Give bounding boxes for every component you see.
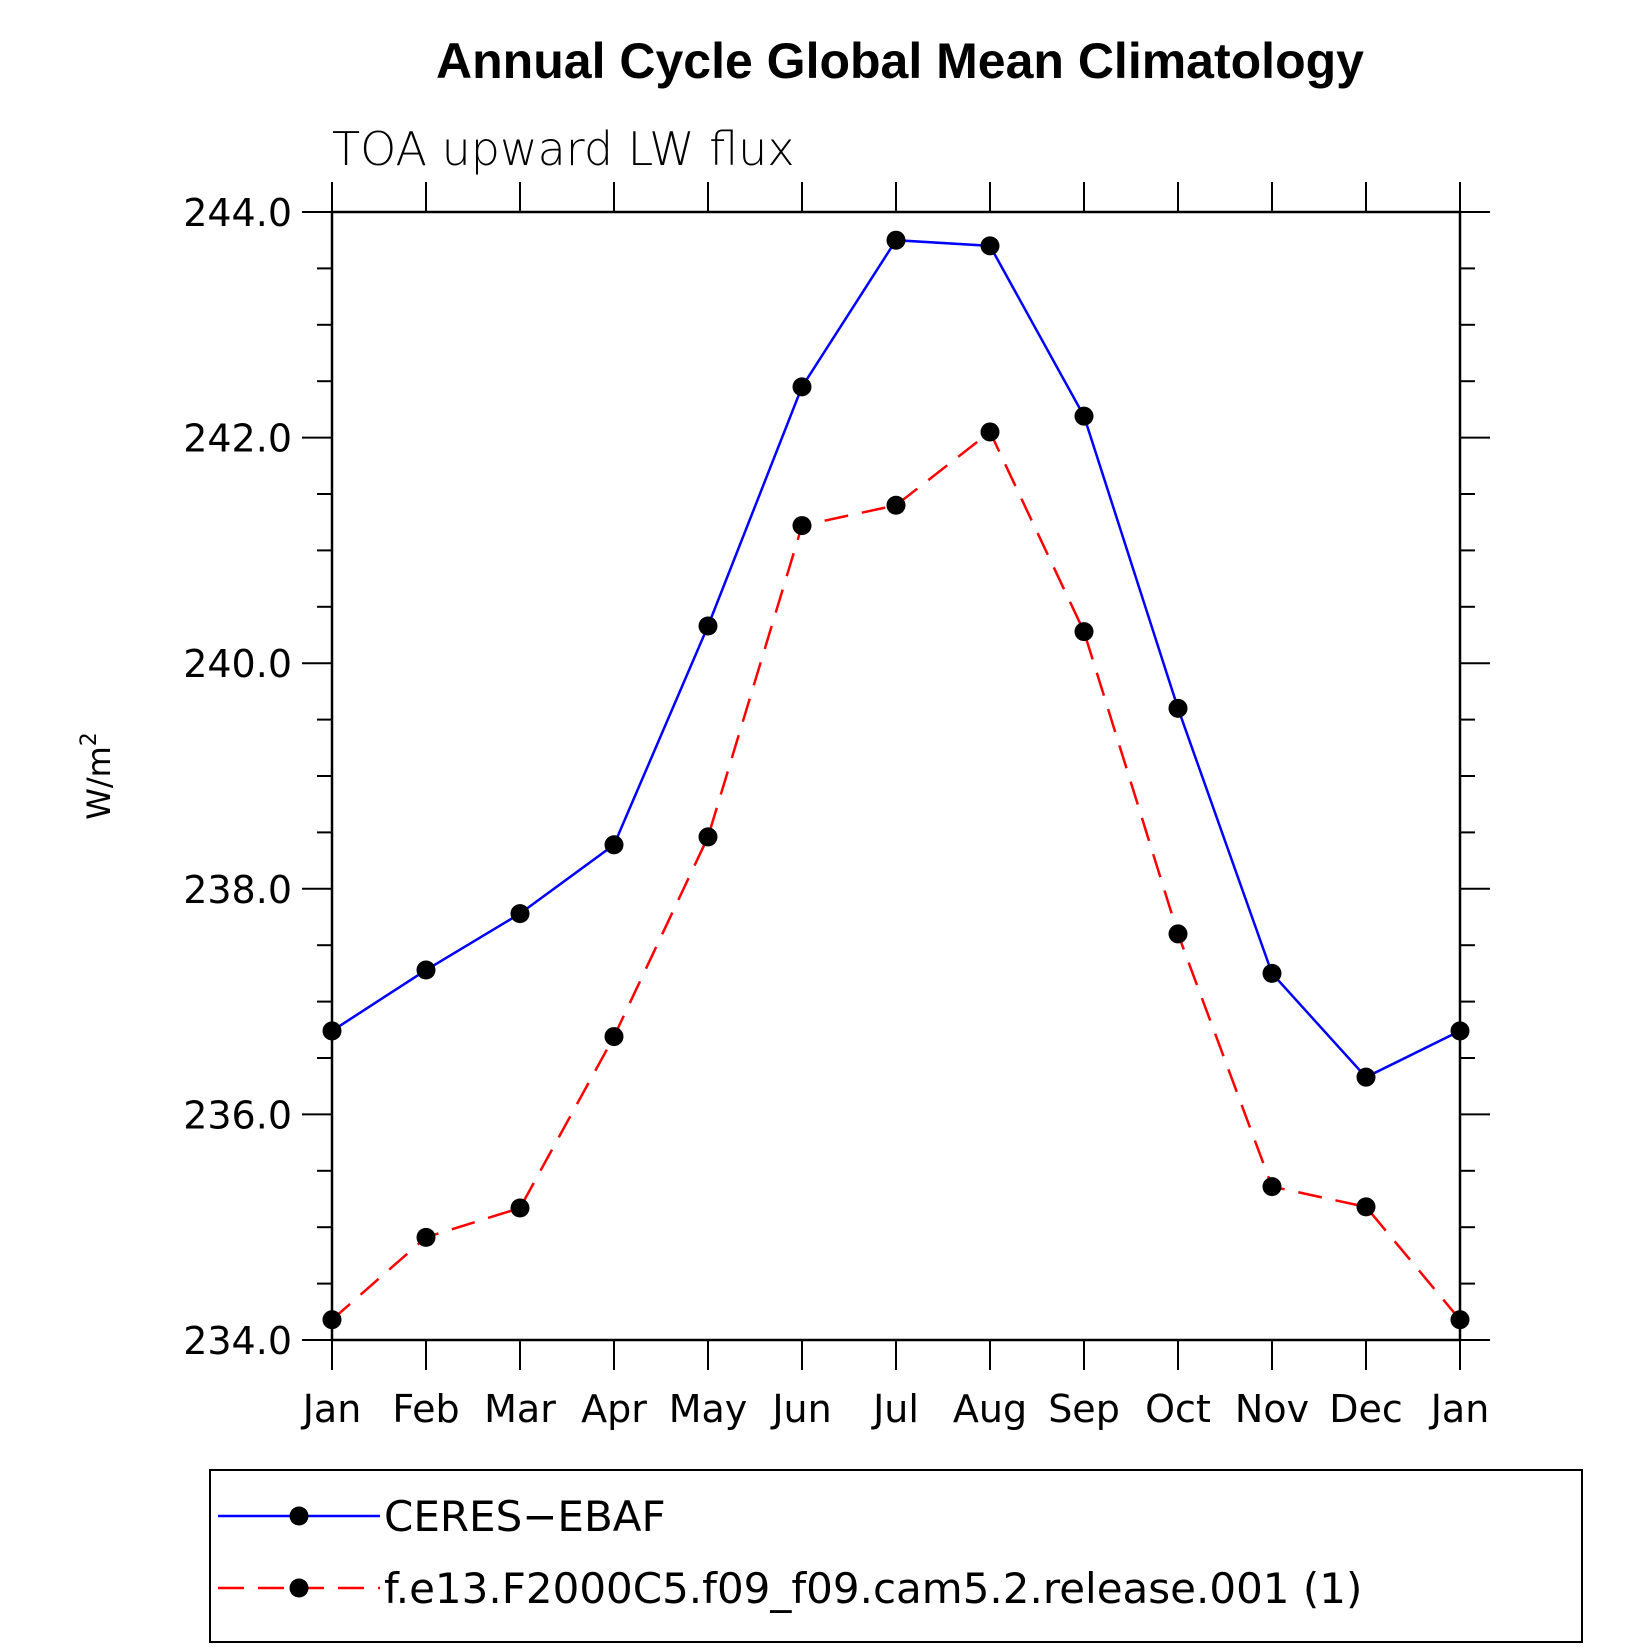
x-tick-label: Dec [1329, 1387, 1403, 1431]
series-line-1 [331, 238, 1461, 1079]
data-point [322, 1021, 342, 1041]
data-point [1168, 924, 1188, 944]
legend-label: CERES−EBAF [384, 1492, 666, 1541]
y-axis-label: W/m2 [77, 732, 118, 820]
data-point [510, 904, 530, 924]
x-tick-labels: Jan Feb Mar Apr May Jun Jul Aug Sep Oct Nov Dec Jan [301, 1387, 1490, 1431]
data-point [698, 827, 718, 847]
data-point [510, 1198, 530, 1218]
x-tick-label: Aug [953, 1387, 1027, 1431]
data-point [604, 835, 624, 855]
x-tick-label: Jul [871, 1387, 919, 1431]
data-point [322, 1310, 342, 1330]
x-tick-label: Apr [581, 1387, 647, 1431]
data-point [416, 1227, 436, 1247]
plot-frame [330, 210, 1462, 1342]
y-axis-label-text: W/m [80, 746, 118, 820]
data-point [416, 960, 436, 980]
data-point [1074, 406, 1094, 426]
y-tick-label: 238.0 [183, 868, 292, 912]
x-tick-label: Jan [301, 1387, 362, 1431]
y-tick-label: 234.0 [183, 1319, 292, 1363]
data-point [1074, 622, 1094, 642]
data-point [1450, 1310, 1470, 1330]
data-point [980, 236, 1000, 256]
x-tick-label: Sep [1048, 1387, 1120, 1431]
x-tick-label: Feb [392, 1387, 459, 1431]
data-point [604, 1027, 624, 1047]
x-tick-label: Jan [1429, 1387, 1490, 1431]
data-point [980, 422, 1000, 442]
chart-title: Annual Cycle Global Mean Climatology [436, 33, 1364, 89]
plot-area: 234.0 236.0 238.0 240.0 242.0 244.0 Jan Feb Mar… [183, 182, 1490, 1431]
legend: CERES−EBAF f.e13.F2000C5.f09_f09.cam5.2.r… [209, 1469, 1583, 1643]
data-point [1356, 1067, 1376, 1087]
data-point [792, 516, 812, 536]
legend-entries: CERES−EBAF f.e13.F2000C5.f09_f09.cam5.2.r… [218, 1492, 1362, 1613]
y-tick-label: 244.0 [183, 191, 292, 235]
chart-subtitle: TOA upward LW flux [332, 122, 795, 176]
x-tick-label: Jun [770, 1387, 831, 1431]
y-tick-label: 236.0 [183, 1093, 292, 1137]
data-point [1168, 698, 1188, 718]
x-tick-label: Oct [1145, 1387, 1211, 1431]
series-lines [331, 238, 1461, 1321]
data-point [1450, 1021, 1470, 1041]
legend-marker [289, 1578, 309, 1598]
legend-marker [289, 1506, 309, 1526]
y-tick-label: 242.0 [183, 417, 292, 461]
x-tick-label: May [669, 1387, 748, 1431]
legend-label: f.e13.F2000C5.f09_f09.cam5.2.release.001… [384, 1564, 1362, 1613]
x-tick-label: Nov [1235, 1387, 1309, 1431]
data-point [886, 230, 906, 250]
data-point [1356, 1197, 1376, 1217]
axis-ticks [302, 182, 1490, 1370]
data-point [886, 495, 906, 515]
legend-box [209, 1469, 1583, 1643]
series-markers [322, 230, 1470, 1330]
y-tick-labels: 234.0 236.0 238.0 240.0 242.0 244.0 [183, 191, 292, 1363]
data-point [698, 616, 718, 636]
x-tick-label: Mar [484, 1387, 556, 1431]
y-tick-label: 240.0 [183, 642, 292, 686]
series-line-2 [331, 430, 1461, 1321]
data-point [1262, 963, 1282, 983]
y-axis-label-superscript: 2 [77, 732, 102, 746]
data-point [792, 377, 812, 397]
data-point [1262, 1177, 1282, 1197]
